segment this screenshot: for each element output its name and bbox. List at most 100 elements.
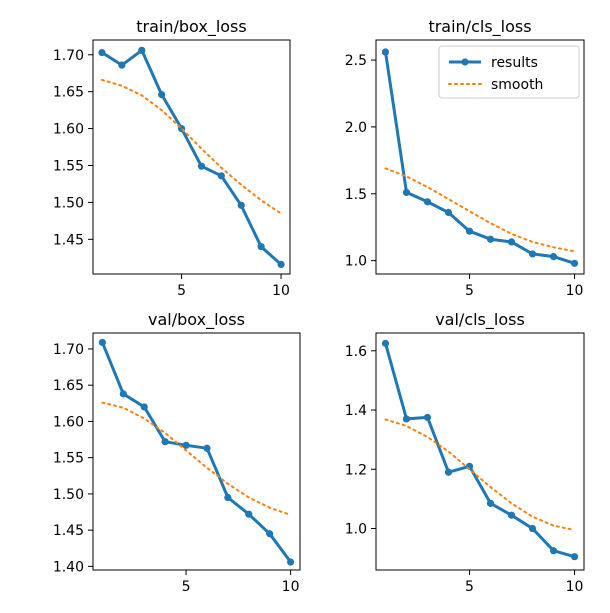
x-tick-label: 5 xyxy=(465,579,474,595)
y-tick-label: 1.70 xyxy=(53,48,84,64)
data-point xyxy=(286,558,295,566)
y-tick-label: 1.45 xyxy=(53,232,84,248)
data-point xyxy=(507,238,516,246)
data-point xyxy=(245,510,253,518)
y-tick-label: 1.65 xyxy=(53,378,84,394)
chart-title: val/box_loss xyxy=(148,310,245,330)
series-results xyxy=(381,48,579,267)
legend: results smooth xyxy=(438,45,580,99)
y-tick-label: 1.50 xyxy=(53,487,84,503)
y-tick-label: 1.0 xyxy=(345,522,367,538)
data-point xyxy=(161,438,169,446)
y-tick-label: 1.70 xyxy=(53,342,84,358)
y-tick-label: 1.60 xyxy=(53,414,84,430)
data-point xyxy=(140,403,148,411)
data-point xyxy=(277,260,285,269)
data-point xyxy=(570,553,579,561)
x-tick-label: 5 xyxy=(182,579,191,595)
chart-title: val/cls_loss xyxy=(435,310,525,330)
data-point xyxy=(465,227,474,235)
data-point xyxy=(528,250,537,258)
x-tick-label: 5 xyxy=(177,283,186,299)
data-point xyxy=(402,188,411,197)
plot-frame xyxy=(92,39,291,275)
plot-frame xyxy=(375,332,585,571)
data-point xyxy=(217,172,225,180)
series-line-results xyxy=(384,342,575,559)
data-point xyxy=(507,511,516,519)
plot-frame xyxy=(375,39,585,275)
x-tick-label: 5 xyxy=(465,283,474,299)
data-point xyxy=(257,243,265,251)
data-point xyxy=(158,91,166,99)
y-tick-label: 1.40 xyxy=(53,559,84,575)
data-point xyxy=(570,259,579,267)
data-point xyxy=(197,162,206,170)
y-tick-label: 1.2 xyxy=(345,462,367,478)
data-point xyxy=(119,390,127,398)
legend-label-results: results xyxy=(491,55,538,71)
data-point xyxy=(203,444,211,452)
data-point xyxy=(266,530,274,538)
series-line-smooth xyxy=(384,167,576,253)
data-point xyxy=(237,201,245,209)
plot-frame xyxy=(92,332,301,571)
series-line-smooth xyxy=(384,418,576,531)
data-point xyxy=(98,48,106,57)
data-point xyxy=(528,524,537,533)
data-point xyxy=(381,48,390,56)
x-tick-label: 10 xyxy=(272,283,290,299)
series-smooth xyxy=(384,418,576,531)
y-tick-label: 2.0 xyxy=(345,120,367,136)
data-point xyxy=(486,235,495,243)
series-line-results xyxy=(384,51,575,265)
y-tick-label: 1.6 xyxy=(345,344,367,360)
y-tick-label: 1.55 xyxy=(53,451,84,467)
data-point xyxy=(549,547,558,555)
series-results xyxy=(98,338,295,566)
series-smooth xyxy=(384,167,576,253)
chart-val-cls-loss: val/cls_loss 1.0 1.2 1.4 1.6 5 10 xyxy=(345,310,585,595)
series-line-results xyxy=(101,341,292,563)
data-point xyxy=(402,415,411,423)
series-line-smooth xyxy=(101,78,282,215)
series-results xyxy=(98,46,285,269)
y-tick-label: 1.55 xyxy=(53,158,84,174)
y-tick-label: 2.5 xyxy=(345,53,367,69)
chart-val-box-loss: val/box_loss 1.40 1.45 1.50 1.55 1.60 1.65 1.70… xyxy=(53,310,301,595)
series-line-results xyxy=(101,48,282,266)
series-smooth xyxy=(101,78,282,215)
chart-train-box-loss: train/box_loss 1.45 1.50 1.55 1.60 1.65 1.70 5 1… xyxy=(53,17,291,299)
data-point xyxy=(98,338,107,347)
chart-train-cls-loss: train/cls_loss 1.0 1.5 2.0 2.5 5 10 results smoo… xyxy=(345,17,585,299)
data-point xyxy=(444,208,453,217)
x-tick-label: 10 xyxy=(282,579,300,595)
y-tick-label: 1.0 xyxy=(345,254,367,270)
y-tick-label: 1.50 xyxy=(53,195,84,211)
data-point xyxy=(118,61,126,69)
legend-marker-results xyxy=(461,58,469,66)
data-point xyxy=(423,413,432,422)
data-point xyxy=(549,253,558,261)
data-point xyxy=(138,46,146,54)
chart-title: train/box_loss xyxy=(136,17,246,37)
chart-title: train/cls_loss xyxy=(428,17,531,37)
y-tick-label: 1.45 xyxy=(53,523,84,539)
data-point xyxy=(381,339,390,347)
data-point xyxy=(182,441,190,449)
series-smooth xyxy=(101,401,292,516)
y-tick-label: 1.4 xyxy=(345,403,367,419)
y-tick-label: 1.60 xyxy=(53,122,84,138)
y-tick-label: 1.65 xyxy=(53,85,84,101)
data-point xyxy=(444,468,453,476)
series-line-smooth xyxy=(101,401,292,516)
y-tick-label: 1.5 xyxy=(345,187,367,203)
series-results xyxy=(381,339,579,561)
x-tick-label: 10 xyxy=(566,579,584,595)
x-tick-label: 10 xyxy=(566,283,584,299)
data-point xyxy=(423,198,432,206)
data-point xyxy=(224,493,232,502)
legend-label-smooth: smooth xyxy=(491,77,543,93)
data-point xyxy=(486,499,495,507)
